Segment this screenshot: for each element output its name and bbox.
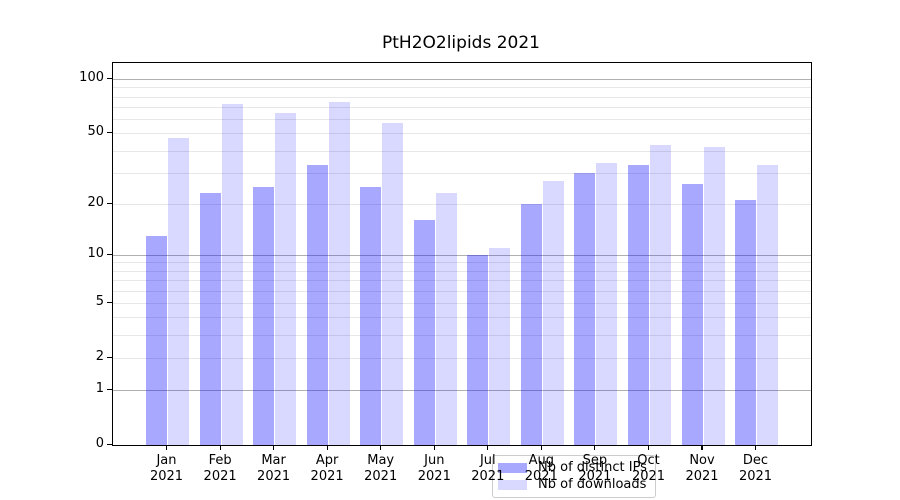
gridline-minor-7 xyxy=(113,280,811,282)
y-tick-label-2: 2 xyxy=(95,348,104,364)
y-tick-10 xyxy=(107,253,112,255)
y-tick-label-5: 5 xyxy=(95,293,104,309)
legend-swatch-downloads-icon xyxy=(498,479,527,490)
bar-distinct-ips-oct xyxy=(628,165,649,445)
x-tick-oct xyxy=(647,445,650,450)
gridline-minor-6 xyxy=(113,290,811,292)
x-tick-label-jul: Jul 2021 xyxy=(471,453,505,484)
x-tick-nov xyxy=(701,445,703,450)
x-tick-label-sep: Sep 2021 xyxy=(578,453,612,484)
y-tick-100 xyxy=(107,78,112,80)
x-tick-label-apr: Apr 2021 xyxy=(310,453,344,484)
bar-downloads-apr xyxy=(328,101,350,445)
bar-distinct-ips-mar xyxy=(253,186,275,445)
bar-downloads-jun xyxy=(435,193,457,445)
y-tick-label-20: 20 xyxy=(87,194,104,210)
bar-distinct-ips-feb xyxy=(199,193,221,445)
bar-downloads-oct xyxy=(650,144,671,445)
x-tick-jul xyxy=(487,445,489,450)
gridline-minor-30 xyxy=(113,172,811,174)
y-tick-label-50: 50 xyxy=(87,124,104,140)
y-tick-label-10: 10 xyxy=(87,245,104,261)
x-tick-label-feb: Feb 2021 xyxy=(203,453,237,484)
gridline-minor-20 xyxy=(113,203,811,205)
gridline-minor-40 xyxy=(113,150,811,152)
bar-distinct-ips-may xyxy=(360,186,382,445)
x-tick-label-jun: Jun 2021 xyxy=(417,453,451,484)
bar-downloads-may xyxy=(382,123,404,445)
y-tick-50 xyxy=(107,132,112,134)
y-tick-label-0: 0 xyxy=(95,436,104,451)
x-tick-apr xyxy=(326,445,328,450)
y-tick-20 xyxy=(107,202,112,204)
y-tick-2 xyxy=(107,356,112,359)
bar-distinct-ips-jan xyxy=(146,235,167,445)
x-tick-feb xyxy=(219,445,221,450)
bar-downloads-jul xyxy=(489,247,511,445)
x-tick-aug xyxy=(540,445,542,450)
x-tick-label-jan: Jan 2021 xyxy=(149,453,184,484)
x-tick-jan xyxy=(165,445,168,450)
legend-entry-downloads: Nb of downloads xyxy=(498,477,647,493)
x-tick-may xyxy=(380,445,382,450)
x-tick-label-mar: Mar 2021 xyxy=(257,453,291,484)
gridline-major-1 xyxy=(113,390,811,391)
x-tick-label-aug: Aug 2021 xyxy=(524,453,558,484)
bar-distinct-ips-jul xyxy=(467,254,489,445)
bar-downloads-feb xyxy=(221,103,243,445)
bar-distinct-ips-apr xyxy=(306,165,328,445)
x-tick-label-dec: Dec 2021 xyxy=(738,453,773,484)
bar-distinct-ips-aug xyxy=(520,203,542,445)
gridline-minor-8 xyxy=(113,270,811,272)
bar-downloads-dec xyxy=(757,165,778,445)
chart-title: PtH2O2lipids 2021 xyxy=(382,33,540,53)
bar-distinct-ips-nov xyxy=(681,183,703,445)
x-tick-label-nov: Nov 2021 xyxy=(685,453,719,484)
bar-distinct-ips-dec xyxy=(735,199,756,445)
y-tick-0 xyxy=(107,444,112,446)
gridline-minor-80 xyxy=(113,96,811,98)
legend-label-distinct-ips: Nb of distinct IPs xyxy=(538,460,647,476)
gridline-minor-3 xyxy=(113,335,811,337)
legend-entry-distinct-ips: Nb of distinct IPs xyxy=(498,460,647,476)
x-tick-label-oct: Oct 2021 xyxy=(631,453,666,484)
gridline-minor-2 xyxy=(113,357,811,359)
y-tick-1 xyxy=(107,389,112,391)
x-tick-dec xyxy=(754,445,757,450)
y-tick-label-100: 100 xyxy=(79,70,104,85)
bar-distinct-ips-jun xyxy=(413,220,435,445)
bar-downloads-nov xyxy=(703,146,725,445)
gridline-major-10 xyxy=(113,254,811,256)
gridline-minor-70 xyxy=(113,107,811,108)
gridline-minor-9 xyxy=(113,262,811,264)
bar-distinct-ips-sep xyxy=(574,172,596,445)
gridline-minor-50 xyxy=(113,133,811,135)
legend-label-downloads: Nb of downloads xyxy=(538,476,647,492)
gridline-major-100 xyxy=(113,79,811,80)
y-tick-5 xyxy=(107,301,112,304)
x-tick-sep xyxy=(594,445,596,450)
bar-downloads-mar xyxy=(275,112,297,445)
legend-swatch-distinct-ips-icon xyxy=(498,463,527,474)
x-tick-label-may: May 2021 xyxy=(364,453,398,484)
gridline-minor-90 xyxy=(113,87,811,89)
y-tick-label-1: 1 xyxy=(95,381,104,396)
bar-downloads-aug xyxy=(542,180,564,445)
gridline-minor-5 xyxy=(113,302,811,304)
x-tick-jun xyxy=(433,445,435,450)
plot-area: Nb of distinct IPs Nb of downloads xyxy=(112,62,812,498)
bar-downloads-jan xyxy=(168,138,189,445)
gridline-minor-4 xyxy=(113,317,811,319)
x-tick-mar xyxy=(273,445,275,450)
bar-downloads-sep xyxy=(596,163,618,445)
legend: Nb of distinct IPs Nb of downloads xyxy=(492,455,656,498)
gridline-minor-60 xyxy=(113,119,811,120)
